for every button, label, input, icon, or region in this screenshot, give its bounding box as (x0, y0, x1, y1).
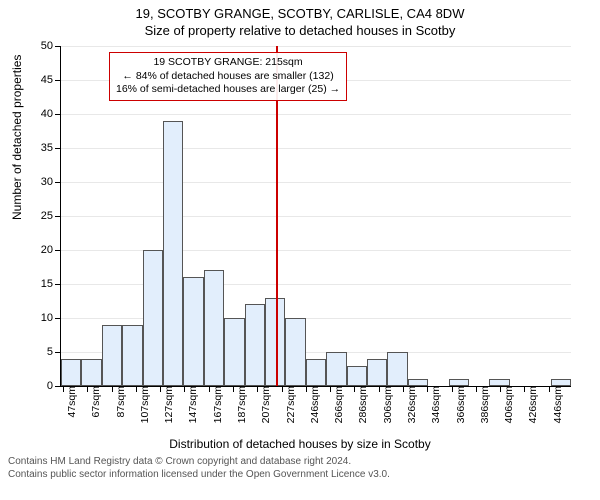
histogram-bar (306, 359, 326, 386)
y-tick-label: 0 (31, 380, 53, 392)
x-tick (282, 386, 283, 392)
histogram-bar (408, 379, 428, 386)
x-tick-label: 207sqm (260, 386, 272, 423)
x-tick (549, 386, 550, 392)
x-tick (306, 386, 307, 392)
x-tick-label: 306sqm (382, 386, 394, 423)
histogram-bar (387, 352, 407, 386)
y-tick-label: 10 (31, 312, 53, 324)
histogram-bar (81, 359, 101, 386)
y-tick-label: 5 (31, 346, 53, 358)
histogram-bar (551, 379, 571, 386)
histogram-bar (449, 379, 469, 386)
x-tick-label: 426sqm (527, 386, 539, 423)
histogram-bar (245, 304, 265, 386)
x-tick-label: 326sqm (406, 386, 418, 423)
y-tick-label: 35 (31, 142, 53, 154)
x-tick (403, 386, 404, 392)
x-tick-label: 227sqm (285, 386, 297, 423)
x-tick (330, 386, 331, 392)
x-tick (233, 386, 234, 392)
x-tick (476, 386, 477, 392)
histogram-bar (122, 325, 142, 386)
x-tick-label: 366sqm (455, 386, 467, 423)
x-tick (452, 386, 453, 392)
histogram-bar (285, 318, 305, 386)
histogram-bar (163, 121, 183, 386)
x-tick-label: 406sqm (503, 386, 515, 423)
x-tick-label: 187sqm (236, 386, 248, 423)
x-tick (427, 386, 428, 392)
y-tick-label: 20 (31, 244, 53, 256)
title-sub: Size of property relative to detached ho… (0, 23, 600, 38)
footer-line-1: Contains HM Land Registry data © Crown c… (8, 455, 592, 468)
x-tick (136, 386, 137, 392)
x-tick-label: 47sqm (66, 386, 78, 418)
x-tick-label: 67sqm (90, 386, 102, 418)
callout-line-1: 19 SCOTBY GRANGE: 215sqm (116, 56, 340, 70)
chart-plot-area: 0510152025303540455047sqm67sqm87sqm107sq… (60, 46, 571, 387)
x-tick-label: 246sqm (309, 386, 321, 423)
y-tick-label: 45 (31, 74, 53, 86)
x-axis-label: Distribution of detached houses by size … (0, 437, 600, 451)
y-tick (55, 386, 61, 387)
histogram-bar (61, 359, 81, 386)
x-tick (184, 386, 185, 392)
x-tick-label: 107sqm (139, 386, 151, 423)
callout-box: 19 SCOTBY GRANGE: 215sqm← 84% of detache… (109, 52, 347, 101)
histogram-bar (347, 366, 367, 386)
histogram-bar (204, 270, 224, 386)
y-tick-label: 25 (31, 210, 53, 222)
x-tick-label: 446sqm (552, 386, 564, 423)
y-tick-label: 50 (31, 40, 53, 52)
x-tick-label: 147sqm (187, 386, 199, 423)
histogram-bar (326, 352, 346, 386)
histogram-bar (489, 379, 509, 386)
x-tick-label: 386sqm (479, 386, 491, 423)
callout-line-3: 16% of semi-detached houses are larger (… (116, 83, 340, 97)
x-tick (112, 386, 113, 392)
footer-line-2: Contains public sector information licen… (8, 468, 592, 481)
x-tick (209, 386, 210, 392)
histogram-bar (224, 318, 244, 386)
y-tick-label: 30 (31, 176, 53, 188)
y-tick-label: 40 (31, 108, 53, 120)
x-tick (524, 386, 525, 392)
x-tick (63, 386, 64, 392)
attribution-footer: Contains HM Land Registry data © Crown c… (0, 451, 600, 481)
histogram-bar (367, 359, 387, 386)
x-tick-label: 266sqm (333, 386, 345, 423)
y-tick-label: 15 (31, 278, 53, 290)
histogram-bar (183, 277, 203, 386)
histogram-bar (102, 325, 122, 386)
x-tick (354, 386, 355, 392)
x-tick (500, 386, 501, 392)
x-tick-label: 167sqm (212, 386, 224, 423)
x-tick (379, 386, 380, 392)
y-axis-label: Number of detached properties (10, 55, 24, 220)
histogram-bar (143, 250, 163, 386)
x-tick-label: 127sqm (163, 386, 175, 423)
callout-line-2: ← 84% of detached houses are smaller (13… (116, 70, 340, 84)
x-tick (257, 386, 258, 392)
x-tick-label: 286sqm (357, 386, 369, 423)
title-main: 19, SCOTBY GRANGE, SCOTBY, CARLISLE, CA4… (0, 6, 600, 21)
x-tick (87, 386, 88, 392)
x-tick-label: 346sqm (430, 386, 442, 423)
x-tick (160, 386, 161, 392)
x-tick-label: 87sqm (115, 386, 127, 418)
